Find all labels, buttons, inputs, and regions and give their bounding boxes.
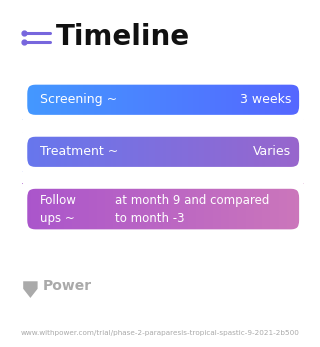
Text: Varies: Varies <box>253 145 291 158</box>
Text: at month 9 and compared
to month -3: at month 9 and compared to month -3 <box>115 194 269 225</box>
Text: Power: Power <box>43 279 92 293</box>
Text: Follow
ups ~: Follow ups ~ <box>40 194 77 225</box>
Polygon shape <box>23 281 38 298</box>
Text: www.withpower.com/trial/phase-2-paraparesis-tropical-spastic-9-2021-2b500: www.withpower.com/trial/phase-2-parapare… <box>20 330 300 336</box>
Text: 3 weeks: 3 weeks <box>240 93 291 106</box>
Text: Screening ~: Screening ~ <box>40 93 117 106</box>
Text: Timeline: Timeline <box>56 23 190 51</box>
Text: Treatment ~: Treatment ~ <box>40 145 118 158</box>
